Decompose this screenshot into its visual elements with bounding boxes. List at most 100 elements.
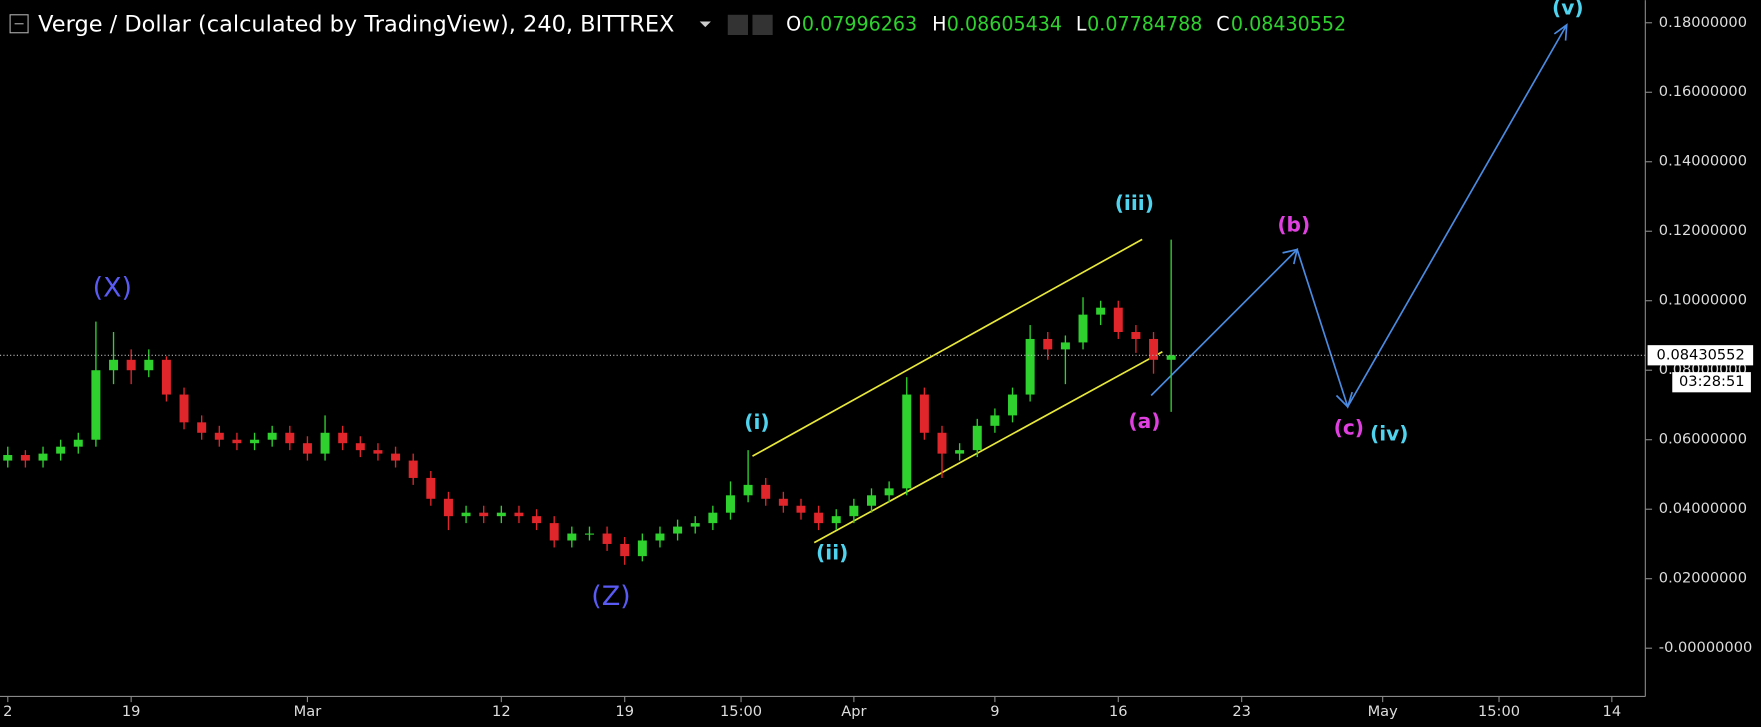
- x-tick-label: 14: [1603, 703, 1622, 720]
- x-tick-label: 19: [615, 703, 634, 720]
- wave-label: (b): [1277, 212, 1310, 236]
- arrow-head: [1553, 23, 1568, 41]
- legend-label: H: [932, 12, 946, 35]
- candle-body: [109, 359, 119, 371]
- collapse-icon[interactable]: [9, 14, 29, 34]
- candle-body: [496, 512, 506, 517]
- candle-body: [814, 512, 824, 524]
- candle-body: [567, 533, 577, 541]
- y-tick-label: 0.10000000: [1659, 292, 1747, 309]
- legend-value: 0.08430552: [1231, 12, 1346, 35]
- candle-body: [355, 443, 365, 451]
- y-tick-label: 0.04000000: [1659, 500, 1747, 517]
- wave-label: (Z): [591, 581, 630, 612]
- eye-icon[interactable]: [727, 14, 748, 35]
- wave-label: (v): [1552, 0, 1584, 20]
- candle-body: [91, 370, 101, 440]
- candle-body: [532, 516, 542, 524]
- last-price-box: [1647, 345, 1754, 366]
- x-tick-label: 15:00: [720, 703, 762, 720]
- candle-body: [302, 443, 312, 454]
- candle-body: [73, 439, 83, 447]
- candle-body: [1043, 338, 1053, 350]
- ohlc-legend: O 0.07996263 H 0.08605434 L 0.07784788 C 0.0843…: [786, 12, 1346, 35]
- candle-body: [479, 512, 489, 517]
- candle-body: [1149, 338, 1159, 360]
- candle-body: [408, 460, 418, 478]
- candle-body: [250, 439, 260, 444]
- x-tick-label: 15:00: [1478, 703, 1520, 720]
- wave-label: (X): [93, 272, 132, 303]
- wave-label: (iii): [1115, 191, 1154, 215]
- x-tick-label: 12: [492, 703, 511, 720]
- candle-body: [214, 432, 224, 440]
- candle-body: [1113, 307, 1123, 333]
- x-tick-label: 19: [122, 703, 141, 720]
- candle-body: [584, 533, 594, 535]
- chart-title: Verge / Dollar (calculated by TradingVie…: [38, 11, 674, 37]
- x-tick-label: 9: [990, 703, 999, 720]
- y-tick-label: 0.02000000: [1659, 570, 1747, 587]
- candle-body: [391, 453, 401, 461]
- candle-body: [602, 533, 612, 544]
- candle-body: [849, 505, 859, 517]
- x-tick-label: 2: [3, 703, 12, 720]
- wave-label: (iv): [1370, 421, 1409, 445]
- y-tick-label: 0.16000000: [1659, 83, 1747, 100]
- y-tick-label: -0.00000000: [1659, 639, 1752, 656]
- candle-body: [38, 453, 48, 461]
- y-tick-label: 0.14000000: [1659, 153, 1747, 170]
- candle-body: [867, 495, 876, 506]
- candle-body: [285, 432, 295, 444]
- candle-body: [232, 439, 242, 444]
- last-price-label: 0.08430552: [1657, 346, 1745, 363]
- candle-body: [320, 432, 330, 454]
- legend-value: 0.08605434: [947, 12, 1062, 35]
- candle-body: [514, 512, 524, 517]
- candle-body: [637, 540, 647, 557]
- candle-body: [743, 484, 753, 496]
- candle-body: [267, 432, 277, 440]
- candle-body: [1025, 338, 1035, 395]
- y-tick-label: 0.18000000: [1659, 14, 1747, 31]
- dropdown-caret[interactable]: [699, 21, 711, 28]
- candle-body: [902, 394, 912, 489]
- candle-body: [972, 425, 982, 451]
- candle-body: [3, 455, 13, 461]
- candle-body: [126, 359, 136, 371]
- candles: [3, 239, 1176, 565]
- candle-body: [725, 495, 735, 513]
- candle-body: [426, 477, 436, 499]
- legend-label: O: [786, 12, 801, 35]
- candle-body: [338, 432, 348, 444]
- candle-body: [461, 512, 471, 517]
- arrow-head: [1335, 391, 1354, 409]
- candle-body: [620, 543, 630, 557]
- legend-value: 0.07996263: [802, 12, 917, 35]
- candle-body: [1131, 332, 1141, 339]
- candle-body: [655, 533, 665, 541]
- candle-body: [161, 359, 171, 395]
- candle-body: [937, 432, 947, 454]
- legend-label: C: [1216, 12, 1229, 35]
- candle-body: [884, 488, 894, 496]
- x-tick-label: Mar: [294, 703, 322, 720]
- legend-label: L: [1076, 12, 1087, 35]
- candle-body: [690, 523, 700, 527]
- settings-icon[interactable]: [752, 14, 773, 35]
- candle-body: [708, 512, 718, 524]
- wave-label: (a): [1128, 409, 1160, 433]
- candle-body: [1008, 394, 1018, 416]
- candle-body: [1096, 307, 1106, 315]
- candle-body: [990, 415, 1000, 426]
- annotations: (X) (Z) (i) (ii) (iii) (a) (b) (c) (iv) (v): [93, 0, 1584, 612]
- candle-body: [1166, 355, 1176, 360]
- candle-body: [919, 394, 929, 433]
- channel-lower: [813, 350, 1163, 544]
- candle-body: [373, 450, 383, 454]
- candle-body: [1078, 314, 1088, 343]
- x-tick-label: May: [1368, 703, 1399, 720]
- x-tick-label: Apr: [841, 703, 866, 720]
